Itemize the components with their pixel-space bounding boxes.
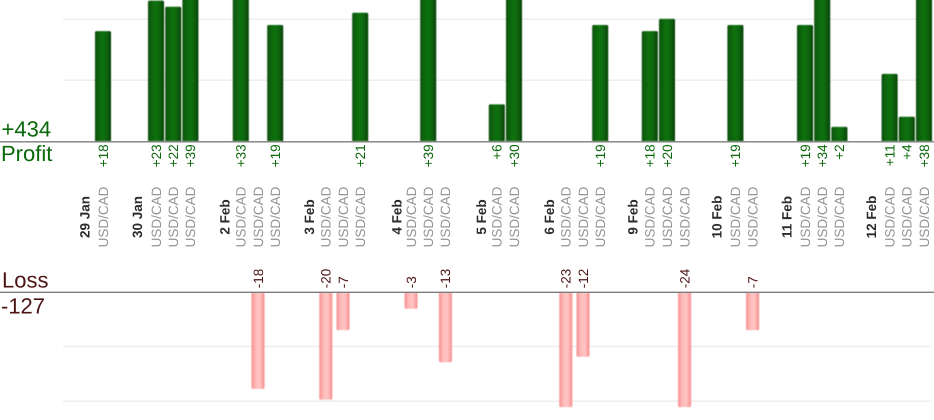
svg-text:USD/CAD: USD/CAD bbox=[336, 186, 351, 247]
svg-text:+19: +19 bbox=[728, 144, 743, 167]
svg-text:USD/CAD: USD/CAD bbox=[404, 186, 419, 247]
svg-text:USD/CAD: USD/CAD bbox=[798, 186, 813, 247]
svg-text:+19: +19 bbox=[593, 144, 608, 167]
svg-text:USD/CAD: USD/CAD bbox=[268, 186, 283, 247]
svg-text:USD/CAD: USD/CAD bbox=[728, 186, 743, 247]
svg-text:+39: +39 bbox=[421, 144, 436, 167]
svg-text:-3: -3 bbox=[404, 276, 419, 288]
svg-text:4 Feb: 4 Feb bbox=[389, 199, 404, 234]
svg-text:USD/CAD: USD/CAD bbox=[149, 186, 164, 247]
svg-text:USD/CAD: USD/CAD bbox=[917, 186, 932, 247]
svg-text:USD/CAD: USD/CAD bbox=[815, 186, 830, 247]
svg-text:+18: +18 bbox=[96, 144, 111, 167]
svg-text:USD/CAD: USD/CAD bbox=[832, 186, 847, 247]
svg-text:USD/CAD: USD/CAD bbox=[166, 186, 181, 247]
svg-text:-7: -7 bbox=[745, 276, 760, 288]
svg-text:+2: +2 bbox=[832, 144, 847, 159]
svg-text:+21: +21 bbox=[353, 144, 368, 167]
svg-text:30 Jan: 30 Jan bbox=[130, 196, 145, 238]
svg-text:USD/CAD: USD/CAD bbox=[643, 186, 658, 247]
svg-text:+38: +38 bbox=[917, 144, 932, 167]
svg-text:12 Feb: 12 Feb bbox=[864, 196, 879, 239]
svg-text:Profit: Profit bbox=[1, 141, 52, 166]
svg-text:-127: -127 bbox=[1, 294, 45, 319]
svg-text:USD/CAD: USD/CAD bbox=[660, 186, 675, 247]
svg-text:+6: +6 bbox=[490, 144, 505, 159]
svg-text:3 Feb: 3 Feb bbox=[302, 199, 317, 234]
svg-text:USD/CAD: USD/CAD bbox=[677, 186, 692, 247]
svg-text:+30: +30 bbox=[507, 144, 522, 167]
svg-text:-18: -18 bbox=[251, 269, 266, 289]
svg-text:USD/CAD: USD/CAD bbox=[507, 186, 522, 247]
svg-text:+23: +23 bbox=[149, 144, 164, 167]
svg-text:USD/CAD: USD/CAD bbox=[96, 186, 111, 247]
svg-text:+19: +19 bbox=[798, 144, 813, 167]
svg-text:10 Feb: 10 Feb bbox=[710, 196, 725, 239]
svg-text:USD/CAD: USD/CAD bbox=[882, 186, 897, 247]
svg-text:USD/CAD: USD/CAD bbox=[576, 186, 591, 247]
svg-text:USD/CAD: USD/CAD bbox=[490, 186, 505, 247]
svg-text:2 Feb: 2 Feb bbox=[217, 199, 232, 234]
svg-text:+11: +11 bbox=[882, 144, 897, 166]
svg-text:-20: -20 bbox=[319, 269, 334, 289]
svg-text:11 Feb: 11 Feb bbox=[779, 196, 794, 238]
svg-text:+18: +18 bbox=[643, 144, 658, 167]
svg-text:6 Feb: 6 Feb bbox=[542, 199, 557, 234]
svg-text:USD/CAD: USD/CAD bbox=[559, 186, 574, 247]
svg-text:+39: +39 bbox=[183, 144, 198, 167]
svg-text:29 Jan: 29 Jan bbox=[77, 196, 92, 238]
svg-text:USD/CAD: USD/CAD bbox=[319, 186, 334, 247]
svg-text:-23: -23 bbox=[559, 269, 574, 289]
svg-text:+434: +434 bbox=[2, 117, 52, 142]
svg-text:USD/CAD: USD/CAD bbox=[183, 186, 198, 247]
svg-text:USD/CAD: USD/CAD bbox=[900, 186, 915, 247]
svg-text:USD/CAD: USD/CAD bbox=[593, 186, 608, 247]
svg-text:+33: +33 bbox=[234, 144, 249, 167]
svg-text:USD/CAD: USD/CAD bbox=[438, 186, 453, 247]
svg-text:USD/CAD: USD/CAD bbox=[353, 186, 368, 247]
svg-text:+22: +22 bbox=[166, 144, 181, 167]
svg-text:-7: -7 bbox=[336, 276, 351, 288]
svg-text:-12: -12 bbox=[576, 269, 591, 289]
svg-text:USD/CAD: USD/CAD bbox=[251, 186, 266, 247]
svg-text:Loss: Loss bbox=[2, 268, 48, 293]
svg-text:-13: -13 bbox=[438, 269, 453, 289]
svg-text:+34: +34 bbox=[815, 144, 830, 167]
svg-text:-24: -24 bbox=[677, 268, 692, 288]
svg-text:+19: +19 bbox=[268, 144, 283, 167]
svg-text:+4: +4 bbox=[900, 144, 915, 160]
svg-text:USD/CAD: USD/CAD bbox=[234, 186, 249, 247]
svg-text:9 Feb: 9 Feb bbox=[625, 199, 640, 234]
svg-text:USD/CAD: USD/CAD bbox=[745, 186, 760, 247]
svg-text:USD/CAD: USD/CAD bbox=[421, 186, 436, 247]
svg-text:5 Feb: 5 Feb bbox=[474, 199, 489, 234]
svg-text:+20: +20 bbox=[660, 144, 675, 167]
